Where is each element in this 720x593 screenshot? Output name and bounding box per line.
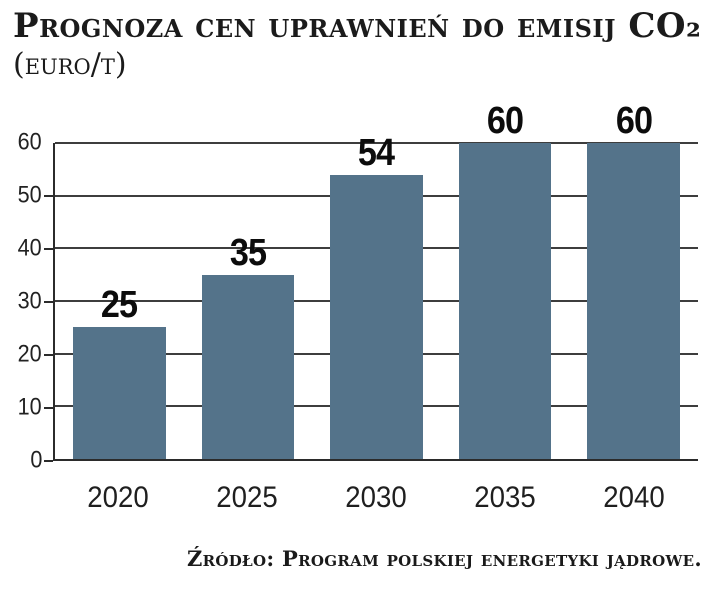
y-tick-label: 60 — [17, 128, 42, 156]
x-tick-label: 2030 — [344, 481, 407, 514]
bar-value-label: 60 — [486, 100, 524, 142]
bar-value-label: 35 — [229, 231, 267, 274]
source-note: Źródło: Program polskiej energetyki jądr… — [186, 546, 702, 571]
y-tick-label: 0 — [29, 446, 42, 474]
y-tick-label: 40 — [17, 234, 42, 262]
y-axis-tick — [44, 407, 53, 409]
x-tick-label: 2040 — [602, 481, 665, 514]
y-tick-label: 50 — [17, 181, 42, 209]
chart-subtitle: (euro/t) — [13, 47, 127, 82]
x-tick-label: 2035 — [473, 481, 536, 514]
bar-value-label: 60 — [615, 100, 653, 142]
bar-2025: 35 — [201, 234, 295, 459]
bar-value-label: 54 — [358, 131, 395, 174]
chart-title: Prognoza cen uprawnień do emisij CO₂ — [13, 6, 702, 46]
x-tick-label: 2025 — [215, 481, 278, 514]
y-axis: 0 10 20 30 40 50 60 — [0, 130, 53, 472]
y-axis-tick — [44, 301, 53, 303]
y-axis-tick — [44, 247, 53, 250]
y-axis-tick — [44, 460, 53, 462]
x-tick-label: 2020 — [86, 481, 149, 514]
y-tick-label: 10 — [17, 393, 42, 421]
y-axis-tick — [44, 353, 53, 356]
y-tick-label: 30 — [17, 287, 42, 315]
bar-2035: 60 — [458, 102, 552, 459]
y-axis-tick — [44, 194, 53, 197]
plot-area: 25 35 54 60 60 — [53, 102, 698, 461]
bar-value-label: 25 — [101, 284, 138, 327]
x-axis: 2020 2025 2030 2035 2040 — [53, 482, 698, 518]
bar-2040: 60 — [587, 102, 680, 459]
bar-2030: 54 — [330, 134, 423, 459]
y-tick-label: 20 — [17, 340, 42, 368]
gridline — [55, 142, 698, 144]
bar-2020: 25 — [73, 286, 166, 459]
